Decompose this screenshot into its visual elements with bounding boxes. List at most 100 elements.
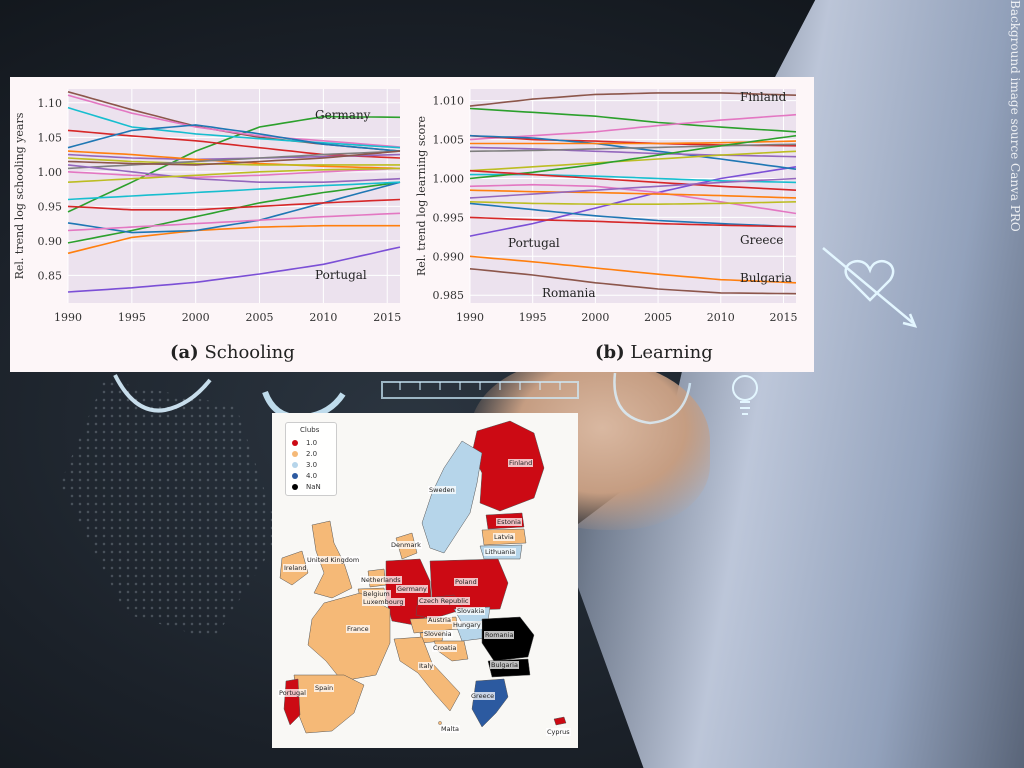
series-line	[67, 150, 401, 170]
label-portugal: Portugal	[278, 689, 307, 697]
caption-text: Schooling	[204, 342, 295, 363]
series-line	[67, 212, 401, 232]
label-latvia: Latvia	[493, 533, 515, 541]
label-belgium: Belgium	[362, 590, 391, 598]
series-line-greece	[469, 202, 797, 228]
label-bulgaria: Bulgaria	[490, 661, 519, 669]
label-croatia: Croatia	[432, 644, 458, 652]
glow-doodle-icon	[113, 374, 212, 413]
label-uk: United Kingdom	[306, 556, 361, 564]
label-malta: Malta	[440, 725, 460, 733]
legend-label: NaN	[306, 483, 321, 491]
series-line	[469, 143, 797, 153]
y-tick-label: 1.000	[433, 172, 465, 185]
country-malta	[438, 721, 442, 725]
x-tick-label: 2010	[707, 311, 735, 324]
series-line	[469, 201, 797, 205]
label-finland: Finland	[508, 459, 534, 467]
legend-label: 3.0	[306, 461, 318, 469]
series-line	[469, 177, 797, 199]
series-line	[67, 150, 401, 166]
label-poland: Poland	[454, 578, 478, 586]
series-line	[469, 107, 797, 133]
label-netherlands: Netherlands	[360, 576, 402, 584]
caption-learning: (b) Learning	[595, 342, 713, 363]
label-spain: Spain	[314, 684, 335, 692]
annotation-romania: Romania	[542, 286, 596, 300]
legend-item: 3.0	[292, 461, 317, 469]
series-line-germany	[67, 115, 401, 213]
legend-label: 4.0	[306, 472, 318, 480]
label-czech-republic: Czech Republic	[418, 597, 470, 605]
series-line-portugal	[67, 246, 401, 293]
x-tick-label: 2000	[182, 311, 210, 324]
series-line	[67, 181, 401, 201]
series-line	[67, 181, 401, 234]
legend-label: 1.0	[306, 439, 318, 447]
annotation-germany: Germany	[315, 108, 371, 122]
country-italy	[393, 636, 461, 712]
y-tick-label: 0.90	[38, 235, 63, 248]
label-hungary: Hungary	[452, 621, 482, 629]
y-tick-label: 0.990	[433, 250, 465, 263]
chart-learning: 1990 1995 2000 2005 2010 2015 0.985 0.990 0.995 1…	[415, 89, 797, 324]
annotation-portugal: Portugal	[508, 236, 560, 250]
series-line	[67, 129, 401, 159]
label-lithuania: Lithuania	[484, 548, 517, 556]
legend-item: 4.0	[292, 472, 317, 480]
y-tick-label: 1.005	[433, 134, 465, 147]
x-tick-label: 1990	[456, 311, 484, 324]
ruler-icon	[381, 381, 579, 399]
y-tick-label: 1.00	[38, 166, 63, 179]
series-line	[67, 164, 401, 183]
country-sweden	[421, 440, 483, 554]
label-greece: Greece	[470, 692, 496, 700]
label-cyprus: Cyprus	[546, 728, 571, 736]
annotation-portugal: Portugal	[315, 268, 367, 282]
series-line	[67, 106, 401, 149]
label-slovenia: Slovenia	[423, 630, 453, 638]
country-romania	[481, 616, 535, 662]
x-tick-label: 2005	[246, 311, 274, 324]
label-luxembourg: Luxembourg	[362, 598, 405, 606]
country-greece	[471, 678, 509, 728]
y-axis-label: Rel. trend log learning score	[415, 116, 428, 276]
label-slovakia: Slovakia	[456, 607, 486, 615]
country-spain	[293, 674, 365, 734]
y-axis-label: Rel. trend log schooling years	[13, 112, 26, 279]
heart-arrow-icon	[822, 247, 918, 328]
caption-text: Learning	[630, 342, 713, 363]
y-tick-label: 0.85	[38, 269, 63, 282]
series-line	[469, 169, 797, 191]
x-tick-label: 1995	[519, 311, 547, 324]
label-france: France	[346, 625, 370, 633]
series-line	[470, 140, 797, 145]
series-line-finland	[469, 92, 797, 107]
caption-tag: (a)	[170, 342, 199, 363]
series-line	[469, 150, 797, 172]
country-portugal	[283, 678, 301, 726]
legend-title: Clubs	[300, 426, 320, 434]
series-line-romania	[469, 268, 797, 295]
annotation-finland: Finland	[740, 90, 787, 104]
label-ireland: Ireland	[283, 564, 308, 572]
y-tick-label: 1.010	[433, 95, 465, 108]
label-germany: Germany	[396, 585, 428, 593]
x-tick-label: 2010	[309, 311, 337, 324]
series-line	[67, 181, 401, 244]
series-line-bulgaria	[469, 255, 797, 284]
figure-panel: 1990 1995 2000 2005 2010 2015 0.85 0.90 0.95 1.00…	[10, 77, 814, 372]
country-france	[307, 592, 391, 682]
label-romania: Romania	[484, 631, 515, 639]
series-line	[67, 167, 401, 183]
x-tick-label: 2005	[644, 311, 672, 324]
x-tick-label: 2015	[769, 311, 797, 324]
chart-schooling: 1990 1995 2000 2005 2010 2015 0.85 0.90 0.95 1.00…	[13, 89, 401, 324]
series-line	[469, 189, 797, 199]
legend-item: 1.0	[292, 439, 317, 447]
series-line	[67, 167, 401, 179]
label-estonia: Estonia	[496, 518, 522, 526]
x-tick-label: 1995	[118, 311, 146, 324]
legend-swatch	[292, 451, 298, 457]
label-italy: Italy	[418, 662, 435, 670]
